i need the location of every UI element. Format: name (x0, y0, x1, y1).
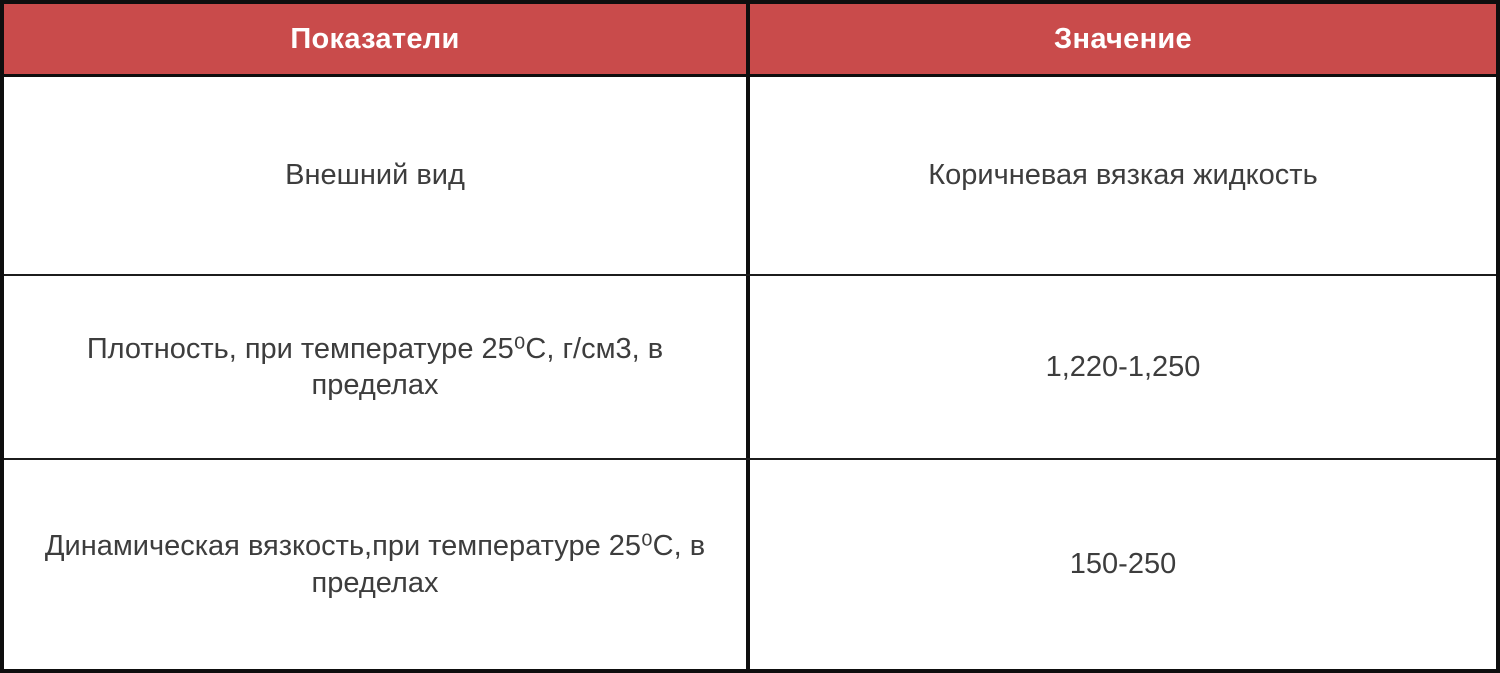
column-header-indicators: Показатели (4, 4, 750, 74)
cell-indicator-viscosity: Динамическая вязкость,при температуре 25… (4, 460, 750, 669)
table-row: Плотность, при температуре 25⁰С, г/см3, … (4, 276, 1496, 460)
table-row: Внешний вид Коричневая вязкая жидкость (4, 77, 1496, 276)
cell-indicator-appearance: Внешний вид (4, 77, 750, 274)
cell-value-density: 1,220-1,250 (1045, 350, 1201, 383)
table-row: Динамическая вязкость,при температуре 25… (4, 460, 1496, 669)
table-header-row: Показатели Значение (4, 4, 1496, 77)
cell-indicator-density: Плотность, при температуре 25⁰С, г/см3, … (4, 276, 750, 458)
cell-value-viscosity: 150-250 (1069, 548, 1177, 581)
cell-value-appearance: Коричневая вязкая жидкость (928, 159, 1318, 192)
column-header-value: Значение (1054, 22, 1192, 55)
